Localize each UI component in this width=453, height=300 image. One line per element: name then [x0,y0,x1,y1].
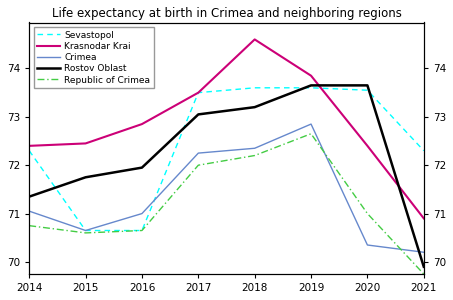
Crimea [308,122,314,126]
Krasnodar Krai [421,217,426,220]
Republic of Crimea [421,272,426,276]
Crimea [83,229,88,232]
Republic of Crimea [139,229,145,232]
Krasnodar Krai [139,122,145,126]
Krasnodar Krai [252,38,257,41]
Crimea [196,151,201,155]
Krasnodar Krai [365,144,370,148]
Crimea [252,146,257,150]
Sevastopol [139,229,145,232]
Line: Krasnodar Krai: Krasnodar Krai [29,39,424,218]
Rostov Oblast [139,166,145,169]
Krasnodar Krai [196,91,201,94]
Rostov Oblast [365,84,370,87]
Line: Republic of Crimea: Republic of Crimea [29,134,424,274]
Republic of Crimea [27,224,32,227]
Line: Crimea: Crimea [29,124,424,252]
Rostov Oblast [27,195,32,198]
Krasnodar Krai [83,142,88,145]
Rostov Oblast [83,176,88,179]
Republic of Crimea [252,154,257,157]
Title: Life expectancy at birth in Crimea and neighboring regions: Life expectancy at birth in Crimea and n… [52,7,401,20]
Krasnodar Krai [308,74,314,77]
Rostov Oblast [308,84,314,87]
Line: Sevastopol: Sevastopol [29,88,424,230]
Krasnodar Krai [27,144,32,148]
Republic of Crimea [365,212,370,215]
Rostov Oblast [196,112,201,116]
Republic of Crimea [308,132,314,136]
Line: Rostov Oblast: Rostov Oblast [29,85,424,267]
Rostov Oblast [421,265,426,268]
Sevastopol [308,86,314,90]
Crimea [365,243,370,247]
Sevastopol [83,229,88,232]
Rostov Oblast [252,105,257,109]
Republic of Crimea [196,164,201,167]
Crimea [139,212,145,215]
Crimea [421,250,426,254]
Legend: Sevastopol, Krasnodar Krai, Crimea, Rostov Oblast, Republic of Crimea: Sevastopol, Krasnodar Krai, Crimea, Rost… [34,27,154,88]
Republic of Crimea [83,231,88,235]
Sevastopol [196,91,201,94]
Crimea [27,209,32,213]
Sevastopol [421,149,426,152]
Sevastopol [27,149,32,152]
Sevastopol [365,88,370,92]
Sevastopol [252,86,257,90]
